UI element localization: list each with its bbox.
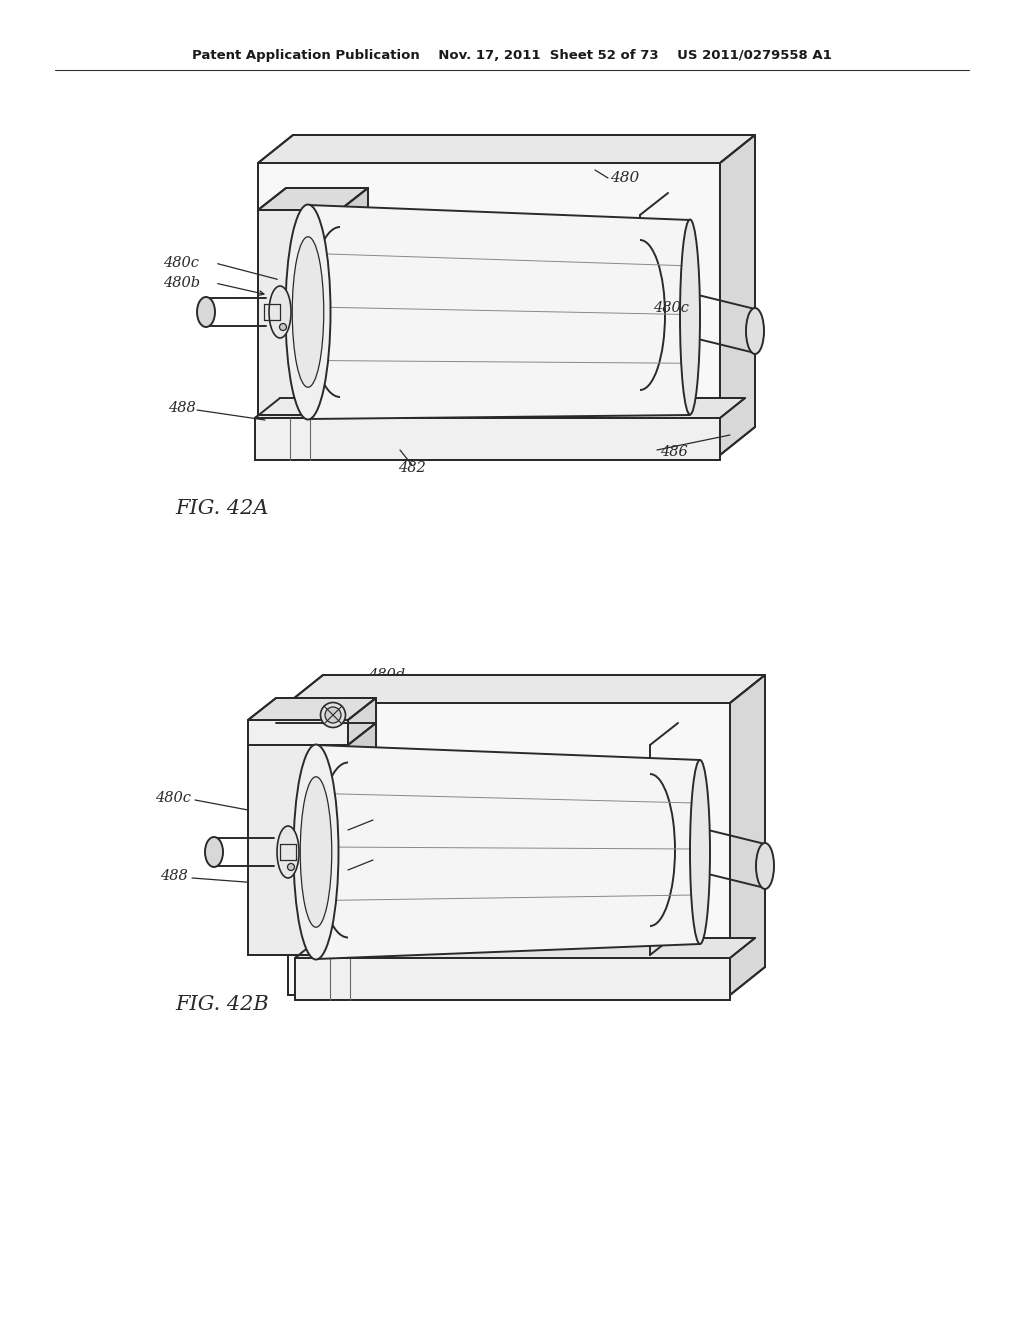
Text: 488: 488 — [168, 401, 196, 414]
Polygon shape — [730, 675, 765, 995]
Polygon shape — [255, 399, 745, 418]
Polygon shape — [720, 135, 755, 455]
Polygon shape — [258, 135, 755, 162]
Text: FIG. 42B: FIG. 42B — [175, 995, 268, 1015]
Polygon shape — [258, 210, 340, 414]
Text: 486: 486 — [660, 445, 688, 459]
Polygon shape — [288, 704, 730, 995]
Ellipse shape — [300, 776, 332, 927]
Text: 480c: 480c — [660, 793, 696, 807]
Polygon shape — [255, 418, 720, 459]
Ellipse shape — [321, 702, 345, 727]
Text: 480c: 480c — [653, 301, 689, 315]
Polygon shape — [258, 187, 368, 210]
Text: 488: 488 — [160, 869, 187, 883]
Ellipse shape — [197, 297, 215, 327]
Polygon shape — [248, 719, 348, 744]
Polygon shape — [248, 698, 376, 719]
Text: 486: 486 — [665, 933, 693, 946]
Text: 480b: 480b — [163, 276, 200, 290]
Ellipse shape — [278, 826, 299, 878]
Ellipse shape — [756, 843, 774, 888]
Ellipse shape — [280, 323, 287, 330]
Text: Patent Application Publication    Nov. 17, 2011  Sheet 52 of 73    US 2011/02795: Patent Application Publication Nov. 17, … — [193, 49, 831, 62]
Ellipse shape — [288, 863, 295, 870]
Text: 482: 482 — [398, 461, 426, 475]
Ellipse shape — [690, 760, 710, 944]
Ellipse shape — [294, 744, 339, 960]
Polygon shape — [348, 698, 376, 744]
Polygon shape — [308, 205, 690, 418]
Ellipse shape — [325, 708, 341, 723]
Ellipse shape — [286, 205, 331, 420]
Polygon shape — [340, 187, 368, 414]
Text: 480c: 480c — [155, 791, 191, 805]
Text: 482: 482 — [407, 950, 434, 965]
Ellipse shape — [269, 286, 291, 338]
Ellipse shape — [292, 236, 324, 387]
Text: 480: 480 — [618, 704, 647, 717]
Ellipse shape — [746, 308, 764, 354]
Text: 480c: 480c — [163, 256, 199, 271]
Polygon shape — [348, 723, 376, 954]
Polygon shape — [295, 939, 755, 958]
Ellipse shape — [205, 837, 223, 867]
Polygon shape — [258, 162, 720, 455]
Polygon shape — [248, 723, 376, 744]
Polygon shape — [316, 744, 700, 960]
Polygon shape — [295, 958, 730, 1001]
Text: 480d: 480d — [368, 668, 406, 682]
Polygon shape — [248, 744, 348, 954]
Polygon shape — [288, 675, 765, 704]
Text: FIG. 42A: FIG. 42A — [175, 499, 268, 517]
Text: 480: 480 — [610, 172, 639, 185]
Ellipse shape — [680, 219, 700, 414]
